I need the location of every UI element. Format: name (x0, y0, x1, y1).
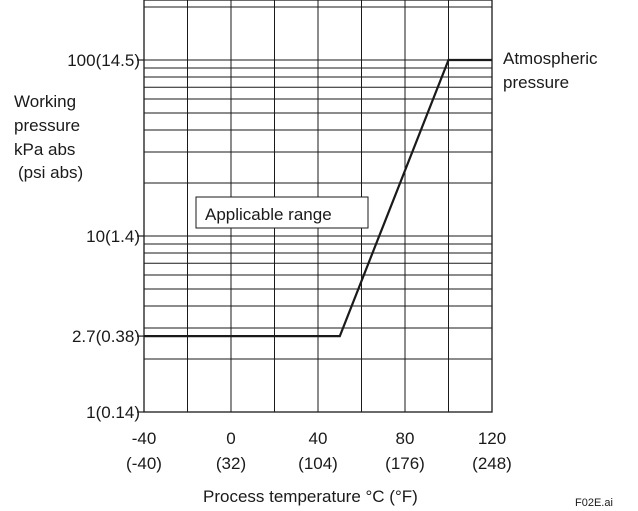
x-tick-label: 80 (396, 429, 415, 448)
y-tick-label: 10(1.4) (86, 227, 140, 246)
x-tick-label: 0 (226, 429, 235, 448)
x-tick-sublabel: (176) (385, 454, 425, 473)
y-axis-label-line-3: kPa abs (14, 140, 75, 159)
x-axis-label: Process temperature °C (°F) (203, 487, 418, 506)
y-tick-label: 100(14.5) (67, 51, 140, 70)
grid (144, 0, 492, 412)
y-axis-label-line-2: pressure (14, 116, 80, 135)
series-layer (144, 58, 492, 338)
applicable-range-box (195, 196, 369, 229)
applicable-range-label: Applicable range (205, 205, 332, 224)
x-tick-sublabel: (248) (472, 454, 512, 473)
plot-frame (143, 0, 493, 413)
atmospheric-pressure-label-line-2: pressure (503, 73, 569, 92)
x-tick-sublabel: (104) (298, 454, 338, 473)
figure-id-label: F02E.ai (575, 497, 613, 509)
x-tick-labels: -40 (-40) 0 (32) 40 (104) 80 (176) 120 (248) (126, 429, 512, 473)
y-tick-label: 2.7(0.38) (72, 327, 140, 346)
atmospheric-pressure-label-line-1: Atmospheric (503, 49, 598, 68)
x-tick-label: 40 (309, 429, 328, 448)
x-tick-sublabel: (-40) (126, 454, 162, 473)
x-tick-label: 120 (478, 429, 506, 448)
y-axis-label-line-1: Working (14, 92, 76, 111)
y-tick-labels: 1(0.14) 2.7(0.38) 10(1.4) 100(14.5) (67, 51, 144, 422)
y-axis-label-line-4: (psi abs) (18, 163, 83, 182)
x-tick-label: -40 (132, 429, 157, 448)
x-tick-sublabel: (32) (216, 454, 246, 473)
y-tick-label: 1(0.14) (86, 403, 140, 422)
applicable-range-boundary-line (144, 58, 492, 338)
